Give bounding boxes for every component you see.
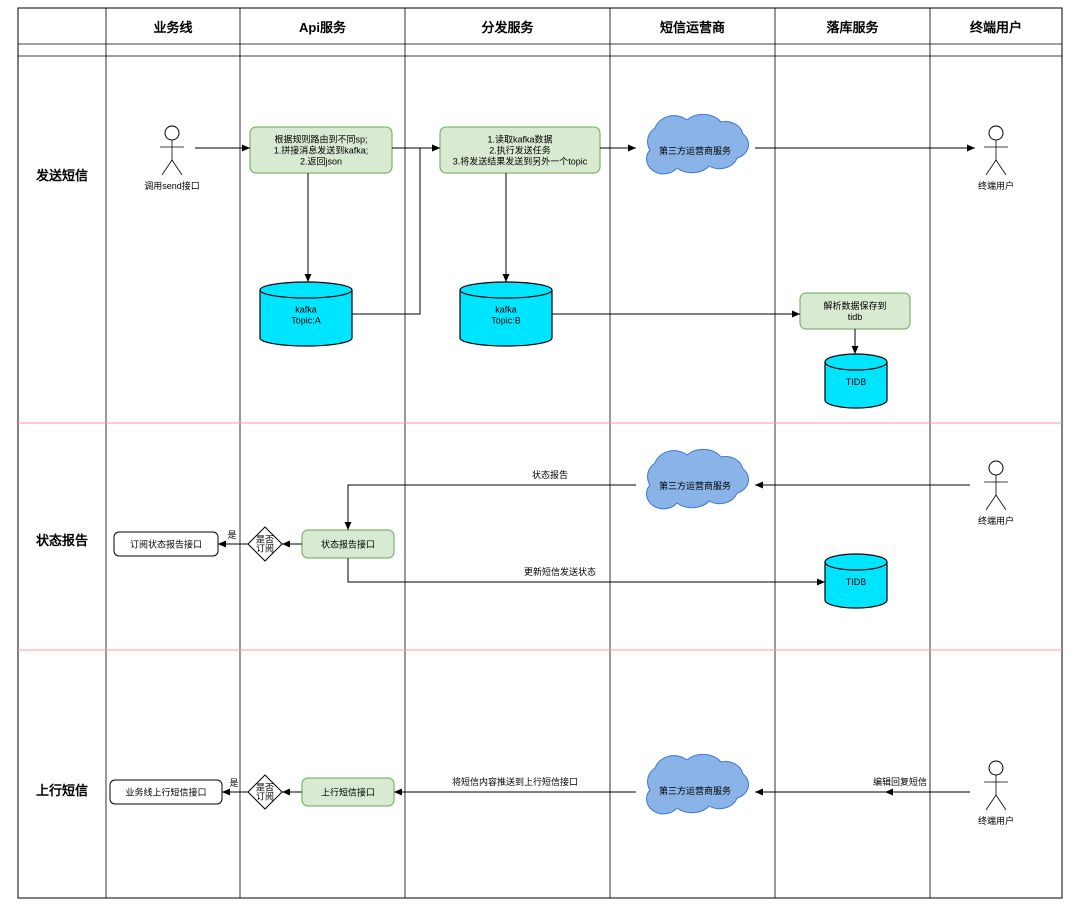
svg-text:更新短信发送状态: 更新短信发送状态 bbox=[524, 566, 596, 577]
svg-text:业务线上行短信接口: 业务线上行短信接口 bbox=[125, 787, 206, 798]
svg-text:根据规则路由到不同sp;: 根据规则路由到不同sp; bbox=[274, 134, 367, 145]
svg-text:将短信内容推送到上行短信接口: 将短信内容推送到上行短信接口 bbox=[452, 776, 578, 787]
svg-text:编辑回复短信: 编辑回复短信 bbox=[873, 776, 927, 787]
svg-text:TIDB: TIDB bbox=[846, 377, 867, 387]
svg-text:Topic:B: Topic:B bbox=[491, 316, 521, 326]
svg-text:1.读取kafka数据: 1.读取kafka数据 bbox=[487, 134, 552, 145]
svg-text:tidb: tidb bbox=[848, 312, 863, 322]
svg-text:上行短信: 上行短信 bbox=[36, 783, 88, 798]
svg-text:第三方运营商服务: 第三方运营商服务 bbox=[659, 145, 731, 156]
svg-text:分发服务: 分发服务 bbox=[481, 20, 534, 35]
svg-text:终端用户: 终端用户 bbox=[970, 20, 1022, 35]
svg-text:状态报告接口: 状态报告接口 bbox=[321, 539, 375, 550]
svg-text:2.执行发送任务: 2.执行发送任务 bbox=[489, 145, 551, 156]
svg-text:终端用户: 终端用户 bbox=[978, 815, 1014, 826]
svg-text:短信运营商: 短信运营商 bbox=[660, 20, 725, 35]
svg-text:落库服务: 落库服务 bbox=[826, 20, 879, 35]
svg-text:订阅: 订阅 bbox=[256, 792, 274, 802]
svg-text:业务线: 业务线 bbox=[153, 20, 192, 35]
svg-text:第三方运营商服务: 第三方运营商服务 bbox=[659, 480, 731, 491]
svg-text:第三方运营商服务: 第三方运营商服务 bbox=[659, 785, 731, 796]
svg-text:1.拼接消息发送到kafka;: 1.拼接消息发送到kafka; bbox=[274, 145, 369, 156]
svg-text:Api服务: Api服务 bbox=[299, 20, 347, 35]
svg-text:上行短信接口: 上行短信接口 bbox=[321, 787, 375, 798]
svg-text:终端用户: 终端用户 bbox=[978, 515, 1014, 526]
svg-text:解析数据保存到: 解析数据保存到 bbox=[823, 300, 886, 311]
svg-text:终端用户: 终端用户 bbox=[978, 180, 1014, 191]
svg-text:Topic:A: Topic:A bbox=[291, 316, 321, 326]
svg-text:是: 是 bbox=[227, 530, 236, 540]
svg-text:状态报告: 状态报告 bbox=[532, 469, 568, 480]
svg-text:发送短信: 发送短信 bbox=[35, 168, 88, 183]
svg-text:TIDB: TIDB bbox=[846, 577, 867, 587]
svg-text:kafka: kafka bbox=[295, 305, 317, 315]
svg-text:订阅: 订阅 bbox=[256, 544, 274, 554]
svg-text:订阅状态报告接口: 订阅状态报告接口 bbox=[130, 539, 202, 550]
svg-text:状态报告: 状态报告 bbox=[36, 533, 88, 548]
svg-text:2.返回json: 2.返回json bbox=[300, 156, 342, 167]
svg-text:调用send接口: 调用send接口 bbox=[144, 180, 200, 191]
svg-text:是: 是 bbox=[229, 778, 238, 788]
svg-text:kafka: kafka bbox=[495, 305, 517, 315]
svg-text:3.将发送结果发送到另外一个topic: 3.将发送结果发送到另外一个topic bbox=[453, 156, 588, 167]
